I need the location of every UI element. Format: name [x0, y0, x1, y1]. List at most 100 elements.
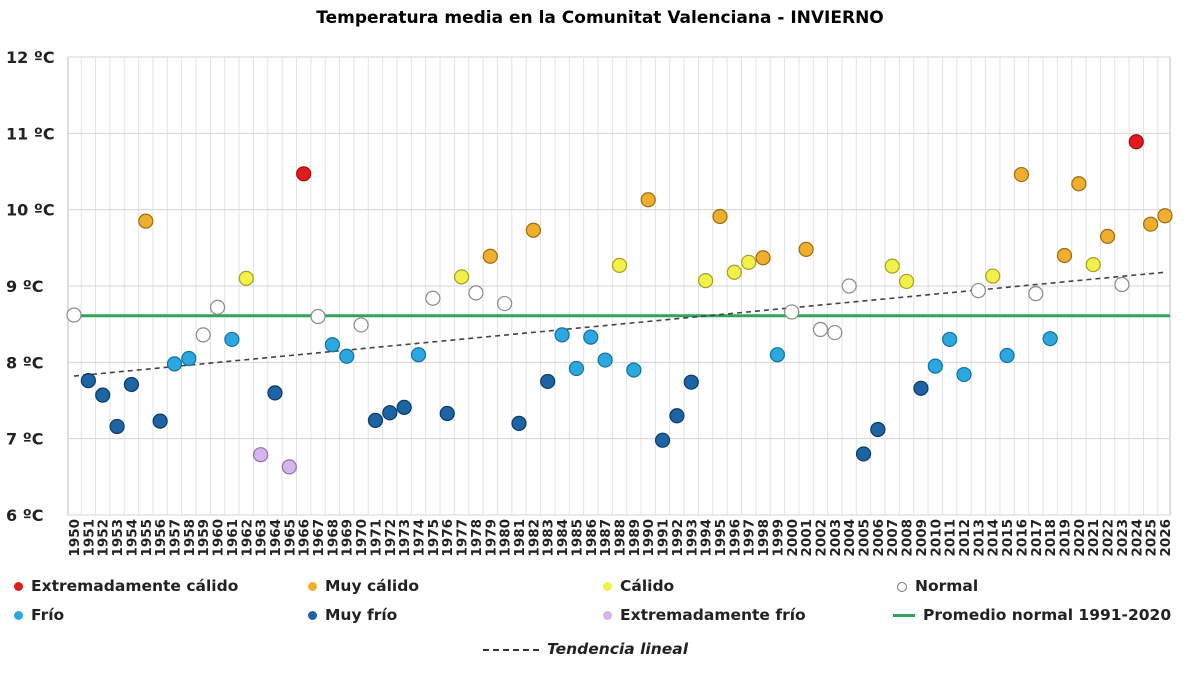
- legend-item-frio: Frío: [14, 606, 64, 624]
- chart-title: Temperatura media en la Comunitat Valenc…: [316, 8, 884, 28]
- data-point-2008: [898, 273, 915, 290]
- data-point-2000: [784, 304, 800, 320]
- x-tick-label: 1987: [598, 519, 614, 557]
- legend-item-tendencia: Tendencia lineal: [483, 640, 688, 658]
- data-point-1979: [482, 248, 498, 264]
- x-tick-label: 1985: [569, 519, 585, 557]
- legend-swatch-calido: [603, 582, 612, 591]
- data-point-2021: [1085, 257, 1101, 273]
- data-point-2014: [985, 268, 1001, 284]
- data-point-2009: [913, 380, 929, 396]
- legend-swatch-ext-frio: [603, 611, 612, 620]
- data-point-1972: [382, 405, 398, 421]
- data-point-2001: [798, 241, 814, 257]
- x-tick-label: 1975: [426, 519, 442, 557]
- data-point-1994: [698, 273, 714, 289]
- data-point-2024: [1128, 134, 1144, 150]
- x-tick-label: 1951: [81, 519, 97, 557]
- x-tick-label: 1970: [354, 519, 370, 557]
- x-tick-label: 1964: [268, 519, 284, 557]
- x-tick-label: 2017: [1029, 519, 1045, 557]
- x-tick-label: 2003: [828, 519, 844, 557]
- data-point-1963: [253, 447, 269, 463]
- data-point-2003: [827, 324, 843, 341]
- data-point-1996: [726, 264, 742, 280]
- x-tick-label: 2020: [1072, 519, 1088, 557]
- data-point-1962: [238, 270, 254, 286]
- x-tick-label: 2010: [928, 519, 944, 557]
- data-point-1986: [583, 329, 599, 345]
- data-point-1957: [166, 356, 183, 372]
- data-point-1989: [626, 362, 642, 378]
- data-point-2026: [1157, 208, 1173, 224]
- data-point-2013: [970, 282, 986, 299]
- x-tick-label: 1979: [483, 519, 499, 557]
- x-tick-label: 1950: [67, 519, 83, 557]
- legend-label: Extremadamente frío: [620, 606, 806, 624]
- data-point-1980: [497, 295, 513, 312]
- legend-swatch-muy-frio: [308, 611, 317, 620]
- x-tick-label: 1986: [584, 519, 600, 557]
- data-point-1959: [195, 327, 211, 343]
- legend-label: Normal: [915, 577, 979, 595]
- y-tick-label: 10 ºC: [6, 201, 55, 220]
- data-point-1990: [640, 192, 656, 208]
- x-tick-label: 2019: [1057, 519, 1073, 557]
- data-point-2002: [812, 321, 829, 338]
- x-tick-label: 2016: [1014, 519, 1030, 557]
- y-tick-label: 9 ºC: [6, 277, 43, 296]
- data-point-2016: [1013, 166, 1030, 183]
- data-point-2022: [1099, 228, 1116, 244]
- x-tick-label: 2009: [914, 519, 930, 557]
- data-point-2020: [1071, 176, 1087, 192]
- x-tick-label: 1953: [110, 519, 126, 557]
- data-point-1985: [568, 360, 585, 377]
- x-tick-label: 1965: [282, 519, 298, 557]
- data-point-2017: [1028, 286, 1044, 302]
- data-point-1987: [597, 352, 613, 368]
- data-point-1984: [554, 327, 570, 343]
- x-tick-label: 2004: [842, 519, 858, 557]
- x-tick-label: 1955: [139, 519, 155, 557]
- data-point-1955: [138, 213, 154, 229]
- data-point-1983: [540, 373, 556, 390]
- x-tick-label: 2005: [857, 519, 873, 557]
- x-tick-label: 1989: [627, 519, 643, 557]
- data-point-1953: [109, 418, 125, 435]
- x-tick-label: 2012: [957, 519, 973, 557]
- legend-swatch-tendencia: [483, 648, 539, 651]
- data-point-1999: [769, 347, 785, 363]
- data-point-1961: [224, 331, 240, 348]
- data-point-2015: [999, 347, 1015, 364]
- x-tick-label: 1998: [756, 519, 772, 557]
- x-tick-label: 1991: [656, 519, 672, 557]
- legend-item-ext-calido: Extremadamente cálido: [14, 577, 238, 595]
- data-point-1950: [66, 307, 82, 323]
- legend: Extremadamente cálido Muy cálido Cálido …: [0, 568, 1200, 673]
- data-point-1992: [669, 408, 685, 424]
- data-point-2012: [956, 366, 972, 383]
- y-tick-label: 6 ºC: [6, 506, 43, 525]
- data-point-2025: [1143, 216, 1159, 232]
- x-tick-label: 1969: [340, 519, 356, 557]
- x-tick-label: 2024: [1129, 519, 1145, 557]
- x-tick-label: 1990: [641, 519, 657, 557]
- legend-item-calido: Cálido: [603, 577, 674, 595]
- data-point-1960: [209, 299, 226, 315]
- data-point-1981: [511, 415, 527, 431]
- data-point-1968: [324, 337, 340, 353]
- data-point-1974: [410, 347, 427, 363]
- x-tick-label: 1983: [541, 519, 557, 557]
- x-tick-label: 1976: [440, 519, 456, 557]
- legend-item-promedio: Promedio normal 1991-2020: [893, 606, 1171, 624]
- data-point-1952: [95, 387, 111, 403]
- x-tick-label: 2007: [885, 519, 901, 557]
- data-point-1976: [439, 405, 455, 422]
- x-tick-label: 2022: [1101, 519, 1117, 557]
- y-tick-label: 7 ºC: [6, 430, 43, 449]
- x-tick-label: 2013: [971, 519, 987, 557]
- legend-item-ext-frio: Extremadamente frío: [603, 606, 806, 624]
- x-tick-label: 2001: [799, 519, 815, 557]
- x-tick-label: 2015: [1000, 519, 1016, 557]
